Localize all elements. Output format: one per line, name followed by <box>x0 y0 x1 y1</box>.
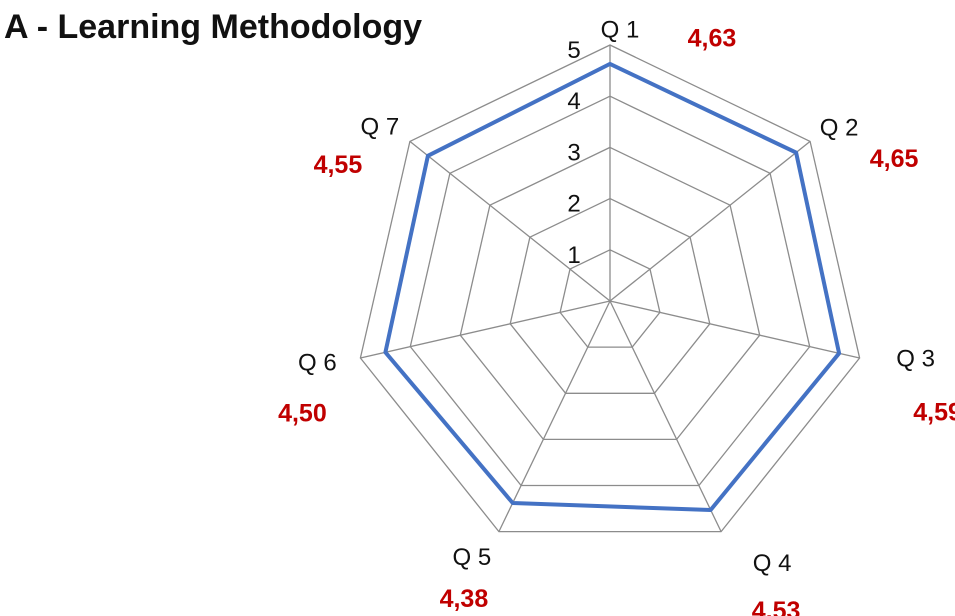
category-label-q3: Q 3 <box>896 345 935 372</box>
chart-title: A - Learning Methodology <box>4 8 422 46</box>
category-label-q5: Q 5 <box>453 544 492 571</box>
category-label-q1: Q 1 <box>601 16 640 43</box>
category-label-q7: Q 7 <box>361 114 400 141</box>
tick-label: 1 <box>567 242 580 269</box>
tick-label: 3 <box>567 139 580 166</box>
value-label-q5: 4,38 <box>440 585 489 613</box>
grid-spoke <box>498 300 611 532</box>
radar-grid <box>359 44 861 533</box>
grid-spoke <box>609 300 722 532</box>
grid-ring-4 <box>409 95 811 487</box>
value-label-q4: 4,53 <box>752 597 801 616</box>
tick-label: 2 <box>567 191 580 218</box>
grid-spoke <box>409 140 611 302</box>
data-series <box>383 61 842 512</box>
category-labels: Q 1 4,63 Q 2 4,65 Q 3 4,59 Q 4 4,53 Q 5 4,38 Q 6 4,… <box>278 16 955 616</box>
value-label-q3: 4,59 <box>913 399 955 427</box>
value-label-q6: 4,50 <box>278 400 327 428</box>
category-label-q6: Q 6 <box>298 349 337 376</box>
value-label-q7: 4,55 <box>314 151 363 179</box>
tick-label: 4 <box>567 88 580 115</box>
category-label-q4: Q 4 <box>753 550 792 577</box>
grid-ring-1 <box>559 249 661 348</box>
grid-spoke <box>609 140 811 302</box>
grid-ring-3 <box>459 146 761 441</box>
grid-spoke <box>609 300 860 359</box>
value-label-q1: 4,63 <box>688 25 737 53</box>
value-label-q2: 4,65 <box>870 145 919 173</box>
grid-spoke <box>360 300 611 359</box>
radial-tick-labels: 1 2 3 4 5 <box>567 37 580 269</box>
tick-label: 5 <box>567 37 580 64</box>
series-line <box>383 61 842 512</box>
category-label-q2: Q 2 <box>820 115 859 142</box>
grid-ring-2 <box>509 197 711 394</box>
grid-ring-5 <box>359 44 861 533</box>
